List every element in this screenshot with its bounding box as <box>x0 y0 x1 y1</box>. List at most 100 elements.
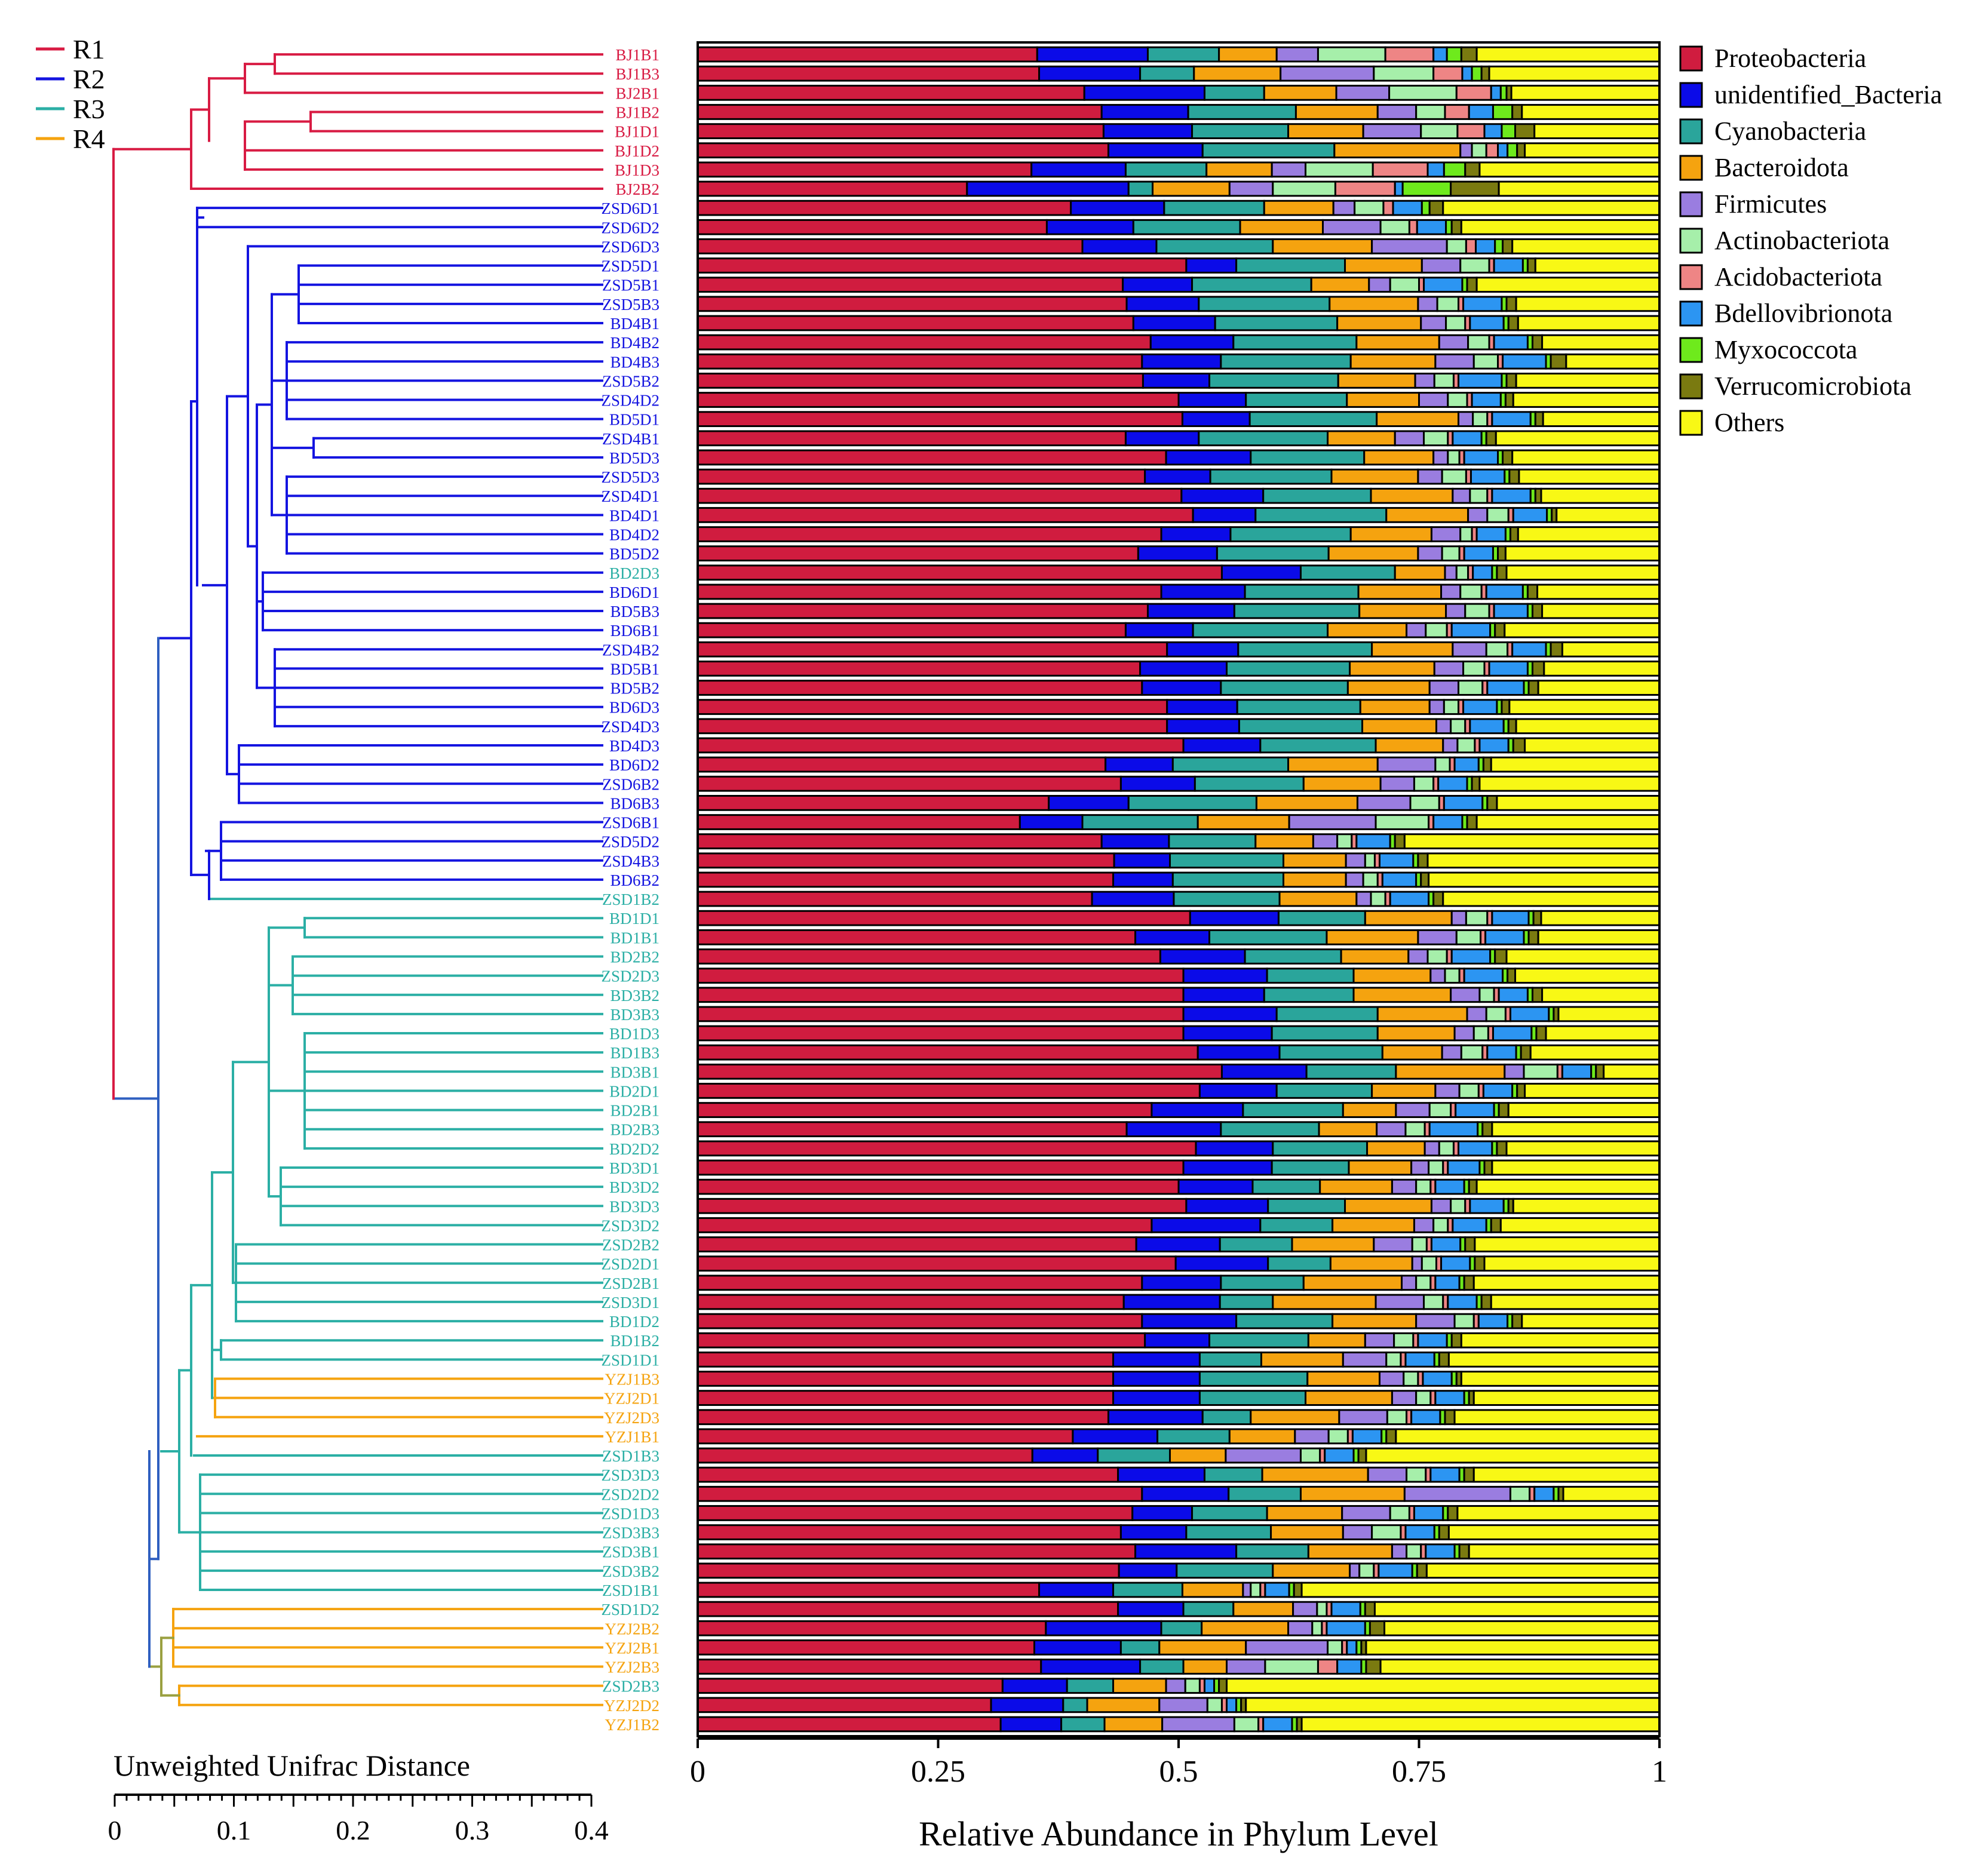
bar-segment-zsd6d3-acidobacteriota <box>1465 238 1477 254</box>
bar-segment-yzj2d3-others <box>1453 1409 1661 1426</box>
bar-segment-zsd6d2-unidentified_bacteria <box>1045 219 1134 235</box>
bar-segment-yzj2d1-others <box>1472 1390 1661 1407</box>
bar-segment-zsd5d3-firmicutes <box>1417 468 1443 485</box>
sample-label: BD6B3 <box>610 794 659 812</box>
bar-segment-bj1b3-actinobacteriota <box>1373 65 1435 82</box>
bar-segment-yzj2d2-bdellovibrionota <box>1226 1697 1238 1713</box>
bar-segment-bd6d2-bacteroidota <box>1287 756 1379 773</box>
bar-segment-bd5b3-actinobacteriota <box>1464 603 1490 619</box>
bar-segment-zsd4d2-cyanobacteria <box>1245 392 1348 408</box>
bar-segment-bd4b1-bacteroidota <box>1336 315 1422 331</box>
bar-segment-zsd3b2-bdellovibrionota <box>1378 1562 1413 1579</box>
tree-axis-tick-label: 0.2 <box>336 1815 370 1845</box>
bar-segment-bd2d3-bacteroidota <box>1394 564 1446 581</box>
bar-segment-bd2d3-others <box>1505 564 1661 581</box>
bar-segment-bd2b2-verrucomicrobiota <box>1494 948 1508 965</box>
sample-label: BD5D1 <box>609 411 659 429</box>
sample-label: BJ1D1 <box>615 123 659 141</box>
sample-label: ZSD3B3 <box>602 1524 659 1542</box>
bar-segment-bd1b3-firmicutes <box>1441 1044 1462 1061</box>
bar-segment-yzj2b1-firmicutes <box>1245 1639 1329 1656</box>
bar-segment-bj1d1-bdellovibrionota <box>1483 123 1503 140</box>
bar-segment-bd1d1-unidentified_bacteria <box>1189 910 1280 926</box>
bar-segment-bd3d2-actinobacteriota <box>1415 1178 1432 1195</box>
sample-label: BJ2B1 <box>615 84 659 102</box>
sample-label: BJ1D3 <box>615 161 659 179</box>
legend-label: Actinobacteriota <box>1714 226 1889 255</box>
bar-segment-bj2b2-bdellovibrionota <box>1394 180 1404 197</box>
bar-segment-zsd3b3-unidentified_bacteria <box>1119 1524 1188 1540</box>
sample-label: ZSD1D3 <box>601 1504 659 1522</box>
bar-segment-zsd4d3-firmicutes <box>1435 718 1452 735</box>
sample-label: BD3D3 <box>609 1197 659 1215</box>
bar-segment-bd1b1-firmicutes <box>1417 929 1458 945</box>
bar-segment-zsd4b3-bacteroidota <box>1282 852 1347 869</box>
bar-segment-bj2b2-myxococcota <box>1401 180 1452 197</box>
bar-segment-bj1b3-others <box>1488 65 1661 82</box>
bar-segment-bd5b1-proteobacteria <box>697 661 1142 677</box>
bar-segment-bd5b3-bacteroidota <box>1358 603 1447 619</box>
bar-segment-bj1d3-proteobacteria <box>697 161 1033 178</box>
sample-label: BJ1B3 <box>615 65 659 83</box>
bar-segment-bd5b1-unidentified_bacteria <box>1139 661 1228 677</box>
tree-axis-title: Unweighted Unifrac Distance <box>113 1749 470 1782</box>
bar-segment-zsd4b1-others <box>1495 430 1661 447</box>
bar-segment-zsd5d3-cyanobacteria <box>1209 468 1333 485</box>
bar-segment-bj2b2-acidobacteriota <box>1334 180 1396 197</box>
sample-label: BD6D2 <box>609 756 659 774</box>
bar-segment-bj2b1-others <box>1510 84 1661 101</box>
bar-segment-bd6d1-bdellovibrionota <box>1485 584 1524 600</box>
bar-segment-zsd1b2-bacteroidota <box>1278 890 1358 907</box>
bar-segment-zsd3b3-others <box>1447 1524 1661 1540</box>
bar-segment-yzj2d3-bacteroidota <box>1250 1409 1340 1426</box>
bar-segment-bd6b2-bacteroidota <box>1282 871 1347 888</box>
bar-segment-bd5d1-unidentified_bacteria <box>1181 411 1251 428</box>
bar-segment-bd3d2-others <box>1475 1178 1661 1195</box>
bar-segment-zsd6d3-unidentified_bacteria <box>1081 238 1158 254</box>
bar-segment-zsd3b3-bacteroidota <box>1270 1524 1344 1540</box>
bar-segment-bd5b1-firmicutes <box>1433 661 1465 677</box>
sample-label: BD6D3 <box>609 699 659 717</box>
bar-segment-zsd3d1-bacteroidota <box>1272 1294 1377 1310</box>
bar-segment-bd2b3-proteobacteria <box>697 1121 1128 1138</box>
bar-segment-bd3d1-proteobacteria <box>697 1159 1185 1176</box>
bar-segment-bd5d3-cyanobacteria <box>1250 449 1366 466</box>
bar-segment-bd6b3-verrucomicrobiota <box>1486 794 1498 811</box>
bar-segment-bd6d2-verrucomicrobiota <box>1482 756 1492 773</box>
bar-segment-zsd3b3-bdellovibrionota <box>1404 1524 1435 1540</box>
bar-segment-bd6b1-verrucomicrobiota <box>1494 622 1506 638</box>
bar-segment-zsd3d1-others <box>1490 1294 1661 1310</box>
bar-segment-bd5b2-proteobacteria <box>697 680 1143 696</box>
sample-label: YZJ2D1 <box>604 1390 659 1408</box>
x-tick-label: 0.25 <box>911 1755 965 1789</box>
bar-segment-bd2b1-unidentified_bacteria <box>1151 1102 1244 1118</box>
bar-segment-zsd2b2-bdellovibrionota <box>1430 1236 1462 1252</box>
bar-segment-bd6b3-bacteroidota <box>1255 794 1358 811</box>
bar-segment-bd2d1-others <box>1524 1083 1661 1099</box>
bar-segment-zsd2d2-bacteroidota <box>1299 1485 1406 1502</box>
sample-label: ZSD4D1 <box>601 487 659 505</box>
bar-segment-bj1d1-bacteroidota <box>1287 123 1364 140</box>
bar-segment-zsd6d1-others <box>1442 199 1661 216</box>
x-tick-label: 0.75 <box>1392 1755 1446 1789</box>
bar-segment-bd1b3-others <box>1529 1044 1661 1061</box>
bar-segment-yzj2d2-firmicutes <box>1158 1697 1208 1713</box>
bar-segment-bd6b2-unidentified_bacteria <box>1112 871 1174 888</box>
bar-segment-zsd4b2-cyanobacteria <box>1237 641 1373 658</box>
x-axis-title: Relative Abundance in Phylum Level <box>919 1814 1438 1853</box>
bar-segment-zsd2d3-actinobacteriota <box>1444 968 1461 984</box>
group-legend-label: R1 <box>73 34 105 65</box>
bar-segment-bd2b3-verrucomicrobiota <box>1481 1121 1493 1138</box>
bar-segment-bd6b2-proteobacteria <box>697 871 1115 888</box>
bar-segment-zsd2b1-verrucomicrobiota <box>1463 1275 1475 1291</box>
bar-segment-zsd3d2-bacteroidota <box>1332 1217 1415 1233</box>
bar-segment-zsd4d2-actinobacteriota <box>1447 392 1468 408</box>
bar-segment-zsd2d2-cyanobacteria <box>1228 1485 1302 1502</box>
bar-segment-bd3b1-cyanobacteria <box>1305 1063 1397 1080</box>
bar-segment-zsd4d1-others <box>1540 487 1661 504</box>
bar-segment-bd3b3-bacteroidota <box>1376 1006 1468 1022</box>
bar-segment-zsd1b3-cyanobacteria <box>1097 1447 1171 1464</box>
bar-segment-bd1d3-unidentified_bacteria <box>1182 1025 1273 1042</box>
sample-label: YZJ2D3 <box>604 1409 659 1427</box>
legend-label: Bacteroidota <box>1714 153 1849 182</box>
